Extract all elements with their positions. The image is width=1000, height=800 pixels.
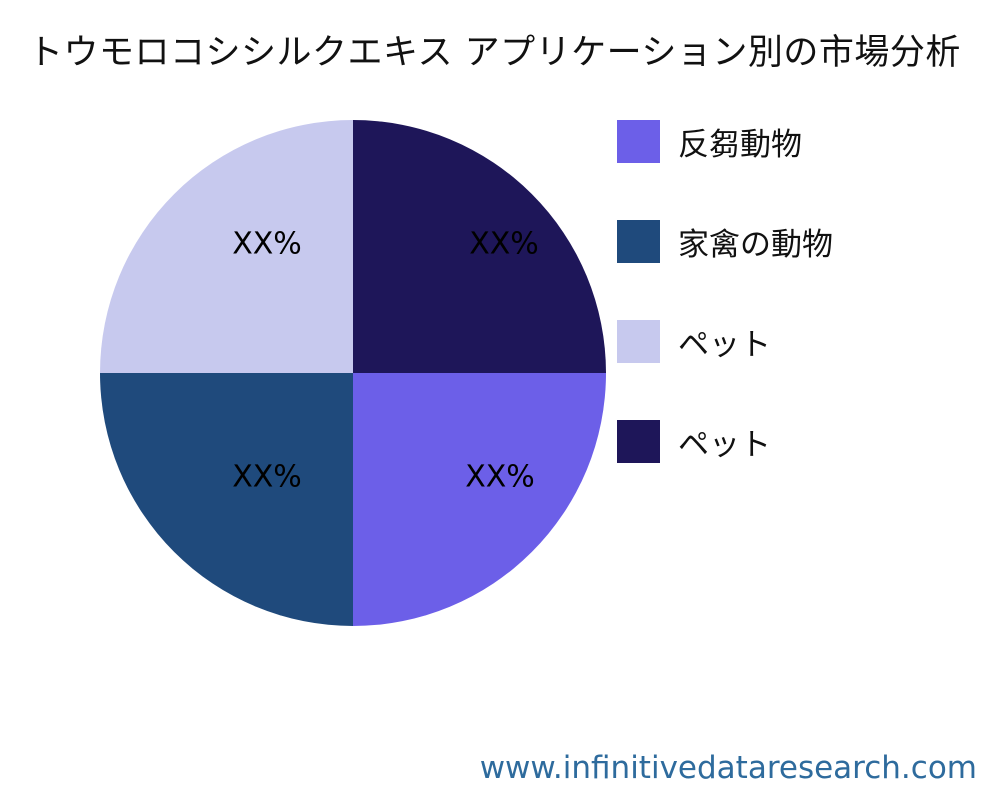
legend-swatch-pets-light xyxy=(617,320,660,363)
legend-label-pets-dark: ペット xyxy=(678,427,771,463)
pie-slice-pets-dark xyxy=(353,120,606,373)
legend-swatch-poultry xyxy=(617,220,660,263)
pie-slice-ruminants xyxy=(353,373,606,626)
legend-item-pets-dark: ペット xyxy=(617,420,833,463)
slice-value-label-pets-dark: XX% xyxy=(469,227,539,262)
legend-label-pets-light: ペット xyxy=(678,327,771,363)
slice-value-label-pets-light: XX% xyxy=(232,227,302,262)
chart-title: トウモロコシシルクエキス アプリケーション別の市場分析 xyxy=(28,33,961,73)
legend: 反芻動物 家禽の動物 ペット ペット xyxy=(617,120,833,520)
slice-value-label-poultry: XX% xyxy=(232,460,302,495)
watermark-url: www.infinitivedataresearch.com xyxy=(479,750,977,786)
pie-slice-pets-light xyxy=(100,120,353,373)
slice-value-label-ruminants: XX% xyxy=(465,460,535,495)
pie-chart: XX% XX% XX% XX% xyxy=(100,120,606,626)
pie-slice-poultry xyxy=(100,373,353,626)
legend-item-pets-light: ペット xyxy=(617,320,833,363)
legend-label-ruminants: 反芻動物 xyxy=(678,127,802,163)
legend-item-poultry: 家禽の動物 xyxy=(617,220,833,263)
legend-swatch-ruminants xyxy=(617,120,660,163)
legend-swatch-pets-dark xyxy=(617,420,660,463)
legend-item-ruminants: 反芻動物 xyxy=(617,120,833,163)
legend-label-poultry: 家禽の動物 xyxy=(678,227,833,263)
